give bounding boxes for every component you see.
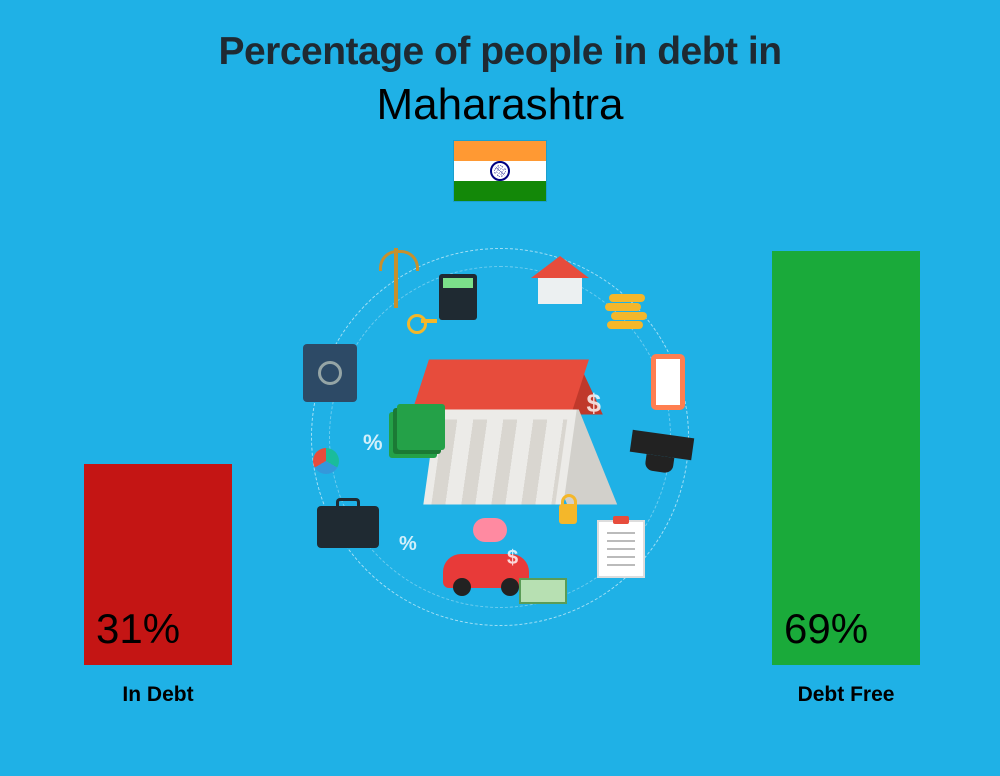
title-line-2: Maharashtra (376, 80, 623, 130)
infographic-canvas: Percentage of people in debt in Maharash… (0, 0, 1000, 776)
bank-wall-front (423, 410, 576, 505)
flag-stripe-green (454, 181, 546, 201)
bar-in-debt-label: In Debt (122, 683, 193, 707)
bar-debt-free-label: Debt Free (798, 683, 895, 707)
title-line-1: Percentage of people in debt in (218, 30, 781, 74)
piggy-bank-icon (473, 518, 507, 542)
dollar-sign-icon: $ (587, 388, 601, 419)
india-flag-icon (453, 140, 547, 202)
bar-debt-free-rect: 69% (772, 251, 920, 665)
calculator-icon (439, 274, 477, 320)
briefcase-icon (317, 506, 379, 548)
ashoka-chakra-icon (490, 161, 510, 181)
bar-in-debt: 31% In Debt (84, 464, 232, 707)
flag-stripe-saffron (454, 141, 546, 161)
house-icon (531, 256, 589, 304)
bar-debt-free-value: 69% (784, 605, 868, 653)
key-icon (407, 314, 437, 328)
dollar-sign-icon: $ (507, 547, 518, 570)
smartphone-icon (651, 354, 685, 410)
clipboard-icon (597, 520, 645, 578)
banknote-icon (519, 578, 567, 604)
bar-in-debt-value: 31% (96, 605, 180, 653)
padlock-icon (559, 504, 577, 524)
cash-stack-icon (397, 404, 445, 450)
bar-debt-free: 69% Debt Free (772, 251, 920, 707)
caduceus-icon (385, 248, 407, 308)
bar-in-debt-rect: 31% (84, 464, 232, 665)
percent-sign-icon: % (363, 430, 383, 456)
finance-illustration: $ $ % % (311, 248, 689, 626)
safe-icon (303, 344, 357, 402)
pie-chart-icon (313, 448, 339, 474)
percent-sign-icon: % (399, 533, 417, 556)
coin-stack-icon (601, 294, 653, 338)
